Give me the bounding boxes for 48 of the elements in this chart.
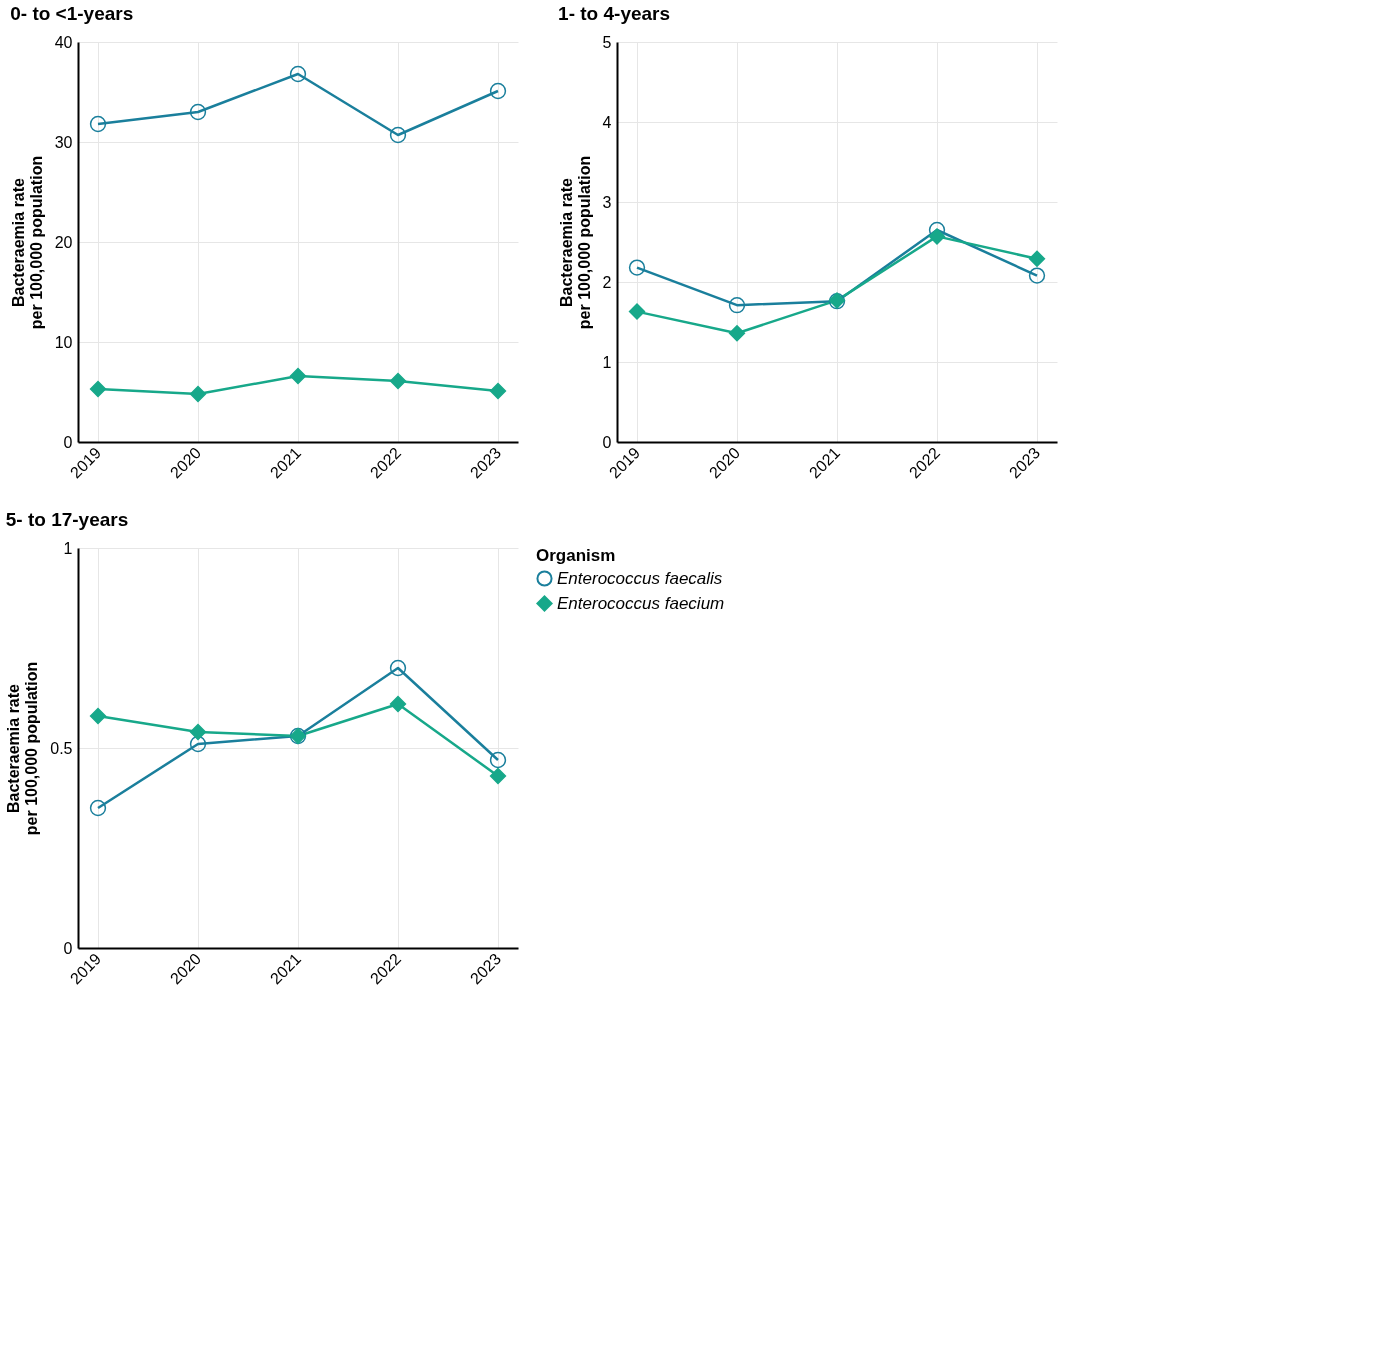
point bbox=[189, 735, 207, 753]
chart-title: 1- to 4-years bbox=[558, 3, 671, 24]
point bbox=[489, 751, 507, 769]
point bbox=[389, 372, 407, 390]
y-tick-label: 1 bbox=[63, 539, 73, 557]
y-tick-label: 2 bbox=[602, 273, 612, 291]
point bbox=[728, 325, 746, 342]
point bbox=[389, 126, 407, 144]
point bbox=[89, 115, 107, 133]
y-tick-label: 0.5 bbox=[50, 739, 73, 757]
legend-label: Enterococcus faecalis bbox=[557, 568, 723, 588]
point bbox=[189, 385, 207, 403]
chart-title: 5- to 17-years bbox=[5, 509, 129, 530]
y-tick-label: 30 bbox=[54, 133, 73, 151]
chart-title: 0- to <1-years bbox=[10, 3, 134, 24]
point bbox=[389, 659, 407, 677]
legend-label: Enterococcus faecium bbox=[557, 593, 725, 613]
y-tick-label: 20 bbox=[54, 233, 73, 251]
point bbox=[728, 297, 746, 314]
y-tick-label: 4 bbox=[602, 113, 612, 131]
y-tick-label: 0 bbox=[63, 433, 73, 451]
point bbox=[628, 259, 646, 276]
y-tick-label: 5 bbox=[602, 33, 612, 51]
point bbox=[89, 799, 107, 817]
y-tick-label: 3 bbox=[602, 193, 612, 211]
point bbox=[389, 695, 407, 713]
point bbox=[489, 382, 507, 400]
y-axis-title: Bacteraemia rate per 100,000 population bbox=[557, 155, 593, 330]
y-axis-title: Bacteraemia rate per 100,000 population bbox=[9, 155, 45, 330]
point bbox=[928, 228, 946, 245]
point bbox=[628, 303, 646, 320]
y-axis-title: Bacteraemia rate per 100,000 population bbox=[5, 661, 41, 836]
point bbox=[189, 103, 207, 121]
y-tick-label: 0 bbox=[602, 433, 612, 451]
point bbox=[289, 367, 307, 385]
point bbox=[489, 767, 507, 785]
y-tick-label: 1 bbox=[602, 353, 612, 371]
point bbox=[89, 707, 107, 725]
point bbox=[189, 723, 207, 741]
legend-title: Organism bbox=[536, 546, 616, 565]
y-tick-label: 10 bbox=[54, 333, 73, 351]
point bbox=[89, 380, 107, 398]
point bbox=[289, 65, 307, 83]
point bbox=[1028, 267, 1046, 284]
point bbox=[1028, 250, 1046, 267]
y-tick-label: 0 bbox=[63, 939, 73, 957]
point bbox=[489, 82, 507, 100]
y-tick-label: 40 bbox=[54, 33, 73, 51]
